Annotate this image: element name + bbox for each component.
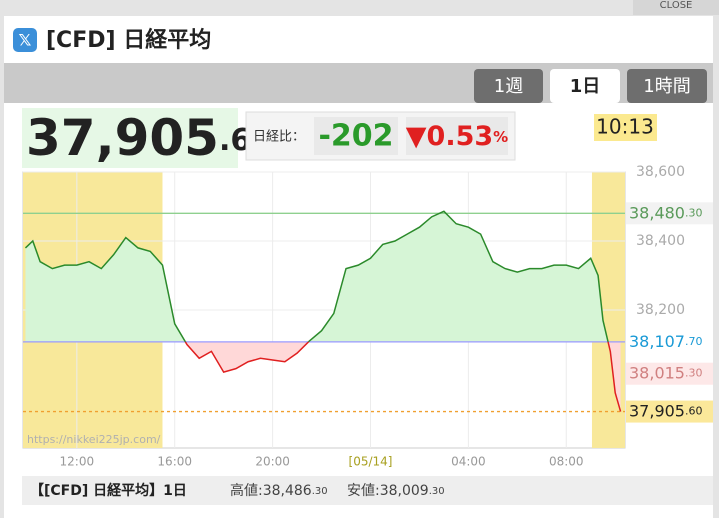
x-tick-label: 16:00 xyxy=(157,455,192,469)
reference-label: 38,107.70 xyxy=(629,331,702,350)
y-tick-label: 38,400 xyxy=(636,233,685,249)
y-tick-label: 38,600 xyxy=(636,164,685,180)
footer-high: 高値:38,486.30 xyxy=(230,482,328,499)
footer-title: 【[CFD] 日経平均】1日 xyxy=(30,482,187,499)
change-pct-box xyxy=(406,117,508,155)
tab-label[interactable]: 1週 xyxy=(494,76,523,97)
tab-label[interactable]: 1時間 xyxy=(643,76,690,97)
x-tick-label: 12:00 xyxy=(60,455,95,469)
reference-label-bg xyxy=(626,400,713,423)
time-box xyxy=(594,114,657,141)
x-tick-label: 20:00 xyxy=(255,455,290,469)
x-tick-label: 04:00 xyxy=(451,455,486,469)
reference-label: 37,905.60 xyxy=(629,401,702,420)
tab[interactable] xyxy=(474,69,543,103)
reference-label-bg xyxy=(626,330,713,353)
tab[interactable] xyxy=(627,69,707,103)
time: 10:13 xyxy=(596,115,654,139)
reference-label-bg xyxy=(626,362,713,385)
tab[interactable] xyxy=(550,69,620,103)
reference-label-bg xyxy=(626,202,713,225)
change: -202 xyxy=(318,119,393,154)
title: [CFD] 日経平均 xyxy=(46,27,211,53)
y-tick-label: 38,200 xyxy=(636,302,685,318)
price-box xyxy=(22,108,238,168)
change-pct: ▼0.53% xyxy=(406,121,508,152)
compare-label: 日経比： xyxy=(253,130,305,145)
chart: 12:00 16:00 20:00 [05/14] 04:00 08:00 38,200 38… xyxy=(22,164,713,469)
footer-low: 安値:38,009.30 xyxy=(347,483,445,499)
change-box xyxy=(314,117,398,155)
close-button[interactable] xyxy=(633,0,719,15)
x-tick-label: 08:00 xyxy=(549,455,584,469)
x-glyph: 𝕏 xyxy=(19,31,32,50)
footer-bar xyxy=(22,476,713,505)
watermark: https://nikkei225jp.com/ xyxy=(27,433,161,446)
reference-label: 38,015.30 xyxy=(629,363,702,382)
x-tick-label: [05/14] xyxy=(349,455,393,469)
line-above xyxy=(24,210,609,342)
x-icon[interactable] xyxy=(13,28,37,52)
reference-label: 38,480.30 xyxy=(629,203,702,222)
tab-label[interactable]: 1日 xyxy=(570,76,601,97)
close-label[interactable]: CLOSE xyxy=(660,0,693,11)
